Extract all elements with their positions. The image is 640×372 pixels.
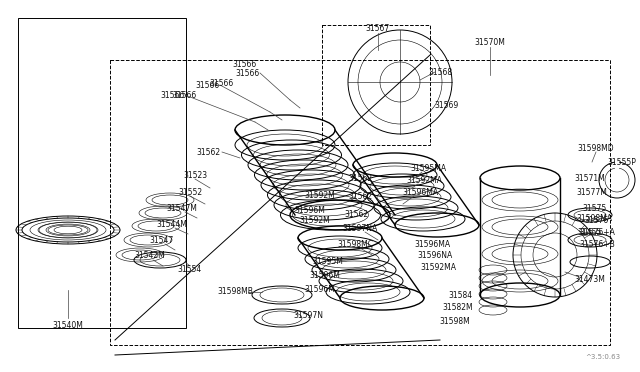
Bar [110,60,610,345]
Text: 31473M: 31473M [575,276,605,285]
Bar [18,18,186,328]
Text: 31596MA: 31596MA [414,240,450,248]
Text: 31569: 31569 [435,100,459,109]
Text: 31598MB: 31598MB [217,288,253,296]
Text: 31455: 31455 [578,228,602,237]
Text: 31595MA: 31595MA [410,164,446,173]
Text: 31554: 31554 [178,266,202,275]
Text: 31576+A: 31576+A [579,228,615,237]
Text: 31577M: 31577M [577,187,607,196]
Text: 31592MA: 31592MA [420,263,456,273]
Text: 31566: 31566 [196,80,220,90]
Text: 31562: 31562 [348,173,372,183]
Text: 31592M: 31592M [305,190,335,199]
Text: 31568: 31568 [428,67,452,77]
Text: 31584: 31584 [448,291,472,299]
Text: 31566: 31566 [173,90,197,99]
Text: 31582M: 31582M [443,304,474,312]
Text: 31597NA: 31597NA [342,224,378,232]
Text: 31562: 31562 [348,192,372,201]
Text: 31596MA: 31596MA [402,187,438,196]
Text: 31576+B: 31576+B [579,240,615,248]
Text: 31592MA: 31592MA [406,176,442,185]
Text: 31595M: 31595M [312,257,344,266]
Text: 31566: 31566 [161,90,185,99]
Text: 31566: 31566 [210,78,234,87]
Text: 31592M: 31592M [300,215,330,224]
Text: 31596NA: 31596NA [417,251,452,260]
Text: 31567: 31567 [366,23,390,32]
Text: 31596M: 31596M [305,285,335,295]
Text: 31596M: 31596M [310,270,340,279]
Text: 31575: 31575 [583,203,607,212]
Text: 31555P: 31555P [607,157,636,167]
Text: 31576: 31576 [585,215,609,224]
Text: 31542M: 31542M [134,251,165,260]
Text: 31598M: 31598M [440,317,470,327]
Text: 31523: 31523 [183,170,207,180]
Bar [322,25,430,145]
Text: 31598MD: 31598MD [578,144,614,153]
Text: ^3.5:0.63: ^3.5:0.63 [585,354,620,360]
Text: 31562: 31562 [344,209,368,218]
Text: 31566: 31566 [233,60,257,68]
Text: 31598MA: 31598MA [576,214,612,222]
Text: 31571M: 31571M [575,173,605,183]
Text: 31596M: 31596M [294,205,325,215]
Text: 31547: 31547 [150,235,174,244]
Text: 31544M: 31544M [157,219,188,228]
Text: 31540M: 31540M [52,321,83,330]
Text: 31552: 31552 [178,187,202,196]
Text: 31597N: 31597N [293,311,323,320]
Text: 31562: 31562 [196,148,220,157]
Text: 31547M: 31547M [166,203,197,212]
Text: 31566: 31566 [236,68,260,77]
Text: 31570M: 31570M [475,38,506,46]
Text: 31598MC: 31598MC [337,240,373,248]
